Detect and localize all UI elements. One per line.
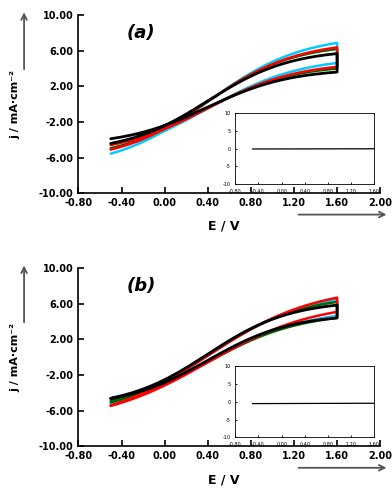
- Text: E / V: E / V: [207, 220, 239, 233]
- Text: j / mA·cm⁻²: j / mA·cm⁻²: [10, 323, 20, 392]
- Text: E / V: E / V: [207, 473, 239, 486]
- Text: j / mA·cm⁻²: j / mA·cm⁻²: [10, 69, 20, 138]
- Text: (a): (a): [127, 24, 155, 42]
- Text: (b): (b): [127, 277, 156, 295]
